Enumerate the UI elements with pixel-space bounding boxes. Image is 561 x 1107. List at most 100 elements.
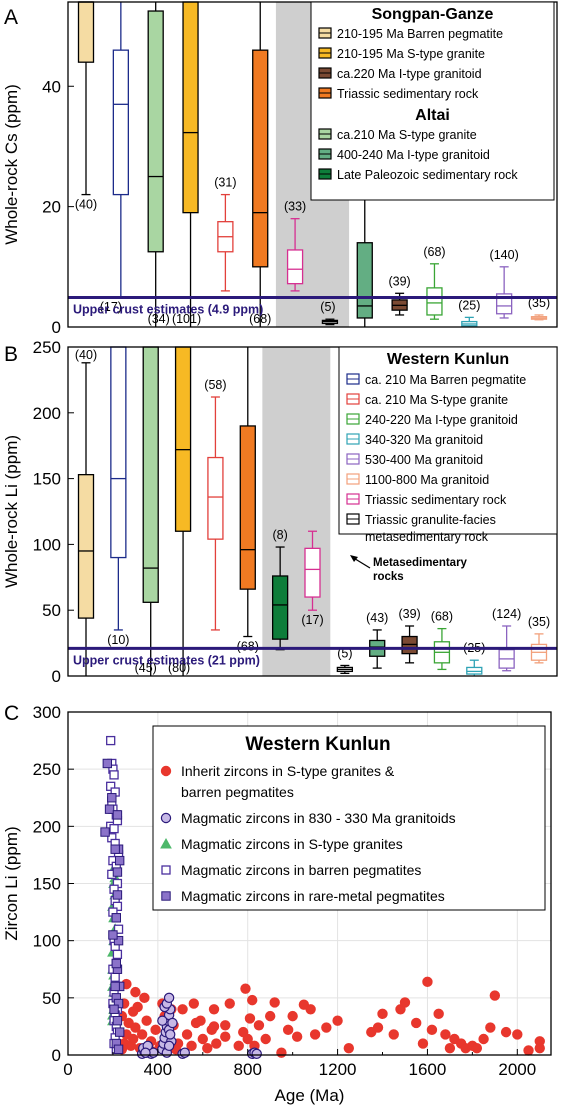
y-tick-label: 200 — [33, 404, 61, 423]
data-point — [177, 1004, 188, 1015]
y-tick-label: 0 — [52, 1046, 61, 1065]
legend-frame — [338, 346, 558, 535]
data-point — [110, 972, 120, 982]
data-point — [179, 1047, 191, 1058]
box-body — [182, 1, 199, 214]
box-count-label: (39) — [388, 274, 410, 288]
box-body — [77, 474, 95, 619]
legend-section-title: Western Kunlun — [387, 351, 509, 368]
legend-marker — [161, 865, 171, 875]
box-count-label: (17) — [100, 300, 122, 314]
box-count-label: (68) — [249, 312, 271, 326]
legend-entry-label: 210-195 Ma S-type granite — [337, 47, 485, 61]
x-tick-label: 400 — [144, 1060, 172, 1079]
legend-entry-label: ca. 210 Ma Barren pegmatite — [365, 373, 526, 387]
legend-entry-label: Triassic sedimentary rock — [337, 87, 479, 101]
panel-a-letter: A — [4, 6, 18, 29]
box-body — [466, 666, 483, 675]
data-point — [163, 992, 175, 1004]
box-4: (101) — [172, 1, 201, 327]
data-point — [377, 1008, 388, 1020]
panel-c-letter: C — [4, 702, 19, 725]
box-7: (33) — [284, 200, 306, 292]
box-count-label: (43) — [366, 611, 388, 625]
data-point — [471, 1042, 483, 1054]
data-point — [109, 770, 119, 780]
box-body — [252, 49, 269, 268]
data-point — [106, 735, 116, 746]
data-point — [197, 1033, 208, 1045]
legend-marker — [160, 837, 172, 849]
panel-c-axes: 0 50 100 150 200 250 300 0 400 800 1200 1600 2000 — [33, 703, 552, 1079]
box-count-label: (140) — [490, 248, 519, 262]
box-5: (58) — [204, 378, 227, 631]
y-tick-label: 100 — [33, 535, 61, 554]
panel-b-legend: Western Kunlun ca. 210 Ma Barren pegmatit… — [338, 346, 558, 544]
data-point — [139, 992, 150, 1004]
box-body — [426, 287, 443, 316]
box-body — [174, 346, 192, 532]
box-count-label: (68) — [237, 640, 259, 654]
data-point — [251, 1048, 262, 1060]
box-1: (40) — [75, 1, 97, 212]
box-12: (68) — [431, 610, 453, 671]
y-tick-label: 100 — [33, 932, 61, 951]
data-point — [141, 1015, 152, 1026]
data-point — [426, 1024, 438, 1036]
box-body — [142, 346, 159, 603]
data-point — [244, 1013, 256, 1024]
data-point — [240, 983, 251, 994]
box-body — [239, 425, 256, 590]
data-point — [276, 1047, 287, 1058]
box-3: (45) — [135, 346, 159, 676]
legend-entry-label: 340-320 Ma granitoid — [365, 433, 483, 447]
legend-entry-label: 240-220 Ma I-type granitoid — [365, 413, 518, 427]
data-point — [282, 1024, 294, 1036]
annotation-line-1: Metasedimentary — [373, 557, 468, 569]
data-point — [140, 1047, 151, 1058]
box-body — [304, 547, 321, 598]
panel-c-points — [100, 735, 545, 1060]
legend-entry-label: 530-400 Ma granitoid — [365, 453, 483, 467]
data-point — [372, 1022, 384, 1033]
legend-entry-label: Triassic granulite-facies — [365, 513, 496, 527]
data-point — [287, 1010, 298, 1022]
data-point — [112, 949, 123, 960]
box-6: (68) — [237, 347, 259, 654]
data-point — [130, 986, 141, 998]
box-9: (5) — [336, 646, 354, 675]
x-tick-label: 1200 — [319, 1060, 357, 1079]
legend-entry-label: 1100-800 Ma granitoid — [365, 473, 489, 487]
box-body — [112, 49, 129, 196]
box-count-label: (101) — [172, 312, 201, 326]
box-count-label: (35) — [528, 615, 550, 629]
panel-c-legend: Western Kunlun Inherit zircons in S-type … — [152, 725, 546, 911]
data-point — [195, 1015, 206, 1026]
y-tick-label: 50 — [42, 601, 61, 620]
panel-a-cs-boxplot: (40)(17)(34)(101)(31)(68)(33)(5)(48)(39)… — [2, 1, 558, 337]
box-count-label: (17) — [301, 613, 323, 627]
data-point — [112, 810, 123, 820]
box-body — [356, 242, 373, 319]
annotation-arrow-head — [350, 555, 358, 562]
data-point — [500, 1026, 512, 1038]
data-point — [127, 1006, 139, 1017]
data-point — [114, 1027, 125, 1037]
box-count-label: (80) — [168, 661, 190, 675]
data-point — [260, 1033, 271, 1045]
data-point — [186, 1040, 197, 1052]
data-point — [181, 1029, 193, 1040]
panel-c-x-axis-title: Age (Ma) — [275, 1086, 345, 1105]
data-point — [100, 827, 110, 837]
data-point — [523, 1045, 534, 1056]
data-point — [224, 998, 235, 1009]
y-tick-label: 50 — [42, 989, 61, 1008]
box-count-label: (40) — [75, 198, 97, 212]
box-count-label: (33) — [284, 200, 306, 214]
box-7: (8) — [271, 528, 289, 651]
data-point — [104, 804, 115, 814]
box-body — [110, 346, 127, 559]
data-point — [110, 981, 120, 992]
panel-a-y-axis-title: Whole-rock Cs (ppm) — [2, 84, 21, 245]
